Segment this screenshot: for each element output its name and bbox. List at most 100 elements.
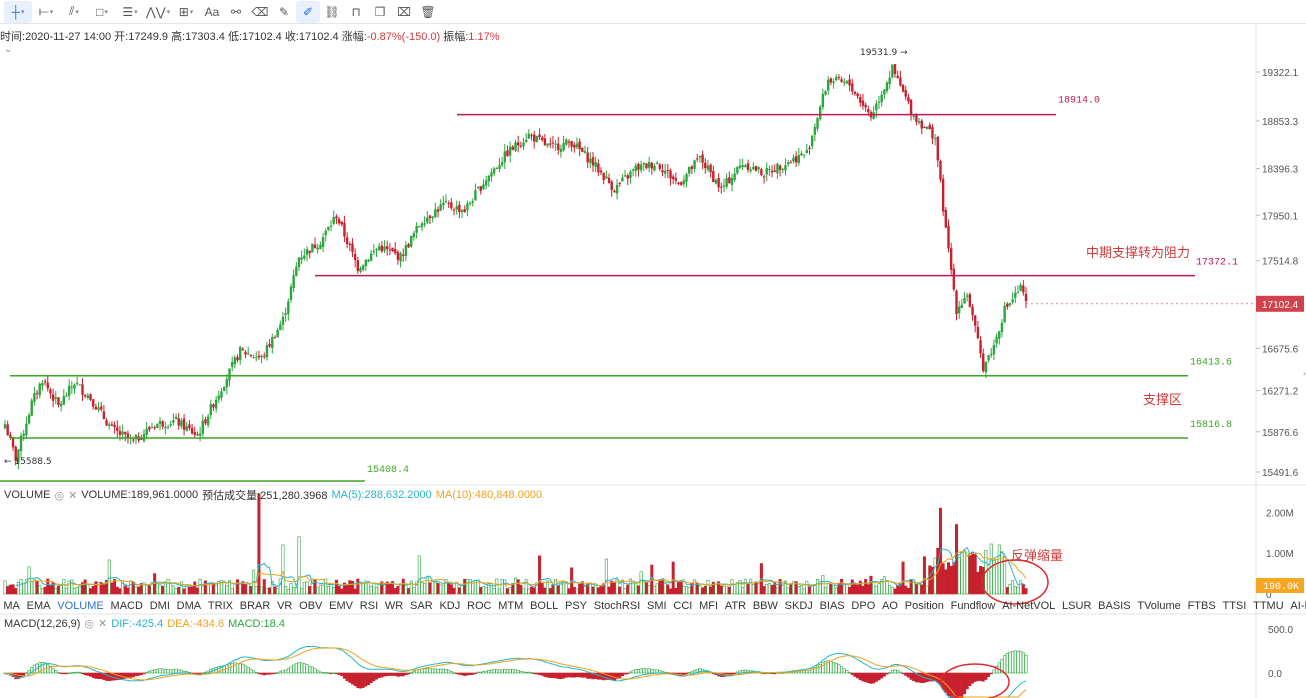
candle-body <box>920 120 923 129</box>
volume-bar <box>70 579 74 595</box>
close-icon[interactable]: ✕ <box>68 489 78 502</box>
tab-vr[interactable]: VR <box>277 600 293 612</box>
tab-basis[interactable]: BASIS <box>1098 600 1131 612</box>
macd-bar <box>431 668 435 674</box>
tab-lsur[interactable]: LSUR <box>1062 600 1092 612</box>
tab-dmi[interactable]: DMI <box>149 600 170 612</box>
tab-cci[interactable]: CCI <box>673 600 693 612</box>
candle-body <box>974 315 977 326</box>
candle-body <box>530 135 533 137</box>
macd-bar <box>70 672 74 674</box>
crosshair-tool[interactable]: ┼ ▾ <box>4 0 32 23</box>
volume-bar <box>968 554 972 595</box>
settings-icon[interactable]: ◎ <box>84 618 95 630</box>
macd-dea-line <box>4 647 1027 698</box>
macd-bar <box>353 672 357 687</box>
fibonacci-tool[interactable]: ⊞ ▾ <box>172 1 200 23</box>
volume-bar <box>639 571 643 595</box>
tab-sar[interactable]: SAR <box>410 600 433 612</box>
magnet-icon[interactable]: ⚯ <box>224 1 248 23</box>
text-tool[interactable]: Aa <box>200 1 224 23</box>
current-price-tag <box>1256 295 1304 312</box>
tab-atr[interactable]: ATR <box>724 600 747 612</box>
macd-bar <box>583 672 587 678</box>
tab-ttsi[interactable]: TTSI <box>1222 600 1247 612</box>
close-icon[interactable]: ✕ <box>98 618 108 630</box>
tab-dpo[interactable]: DPO <box>851 600 876 612</box>
candle-body <box>308 250 311 254</box>
tab-wr[interactable]: WR <box>384 600 404 612</box>
candle-body <box>821 93 825 108</box>
horizontal-ray-tool[interactable]: ⟝ ▾ <box>32 1 60 23</box>
tab-bbw[interactable]: BBW <box>752 600 778 612</box>
volume-bar <box>829 584 833 595</box>
tab-mfi[interactable]: MFI <box>699 600 719 612</box>
pencil-icon[interactable]: ✐ <box>296 0 320 23</box>
tab-ao[interactable]: AO <box>882 600 898 612</box>
tab-fundflow[interactable]: Fundflow <box>950 600 996 612</box>
tab-ttmu[interactable]: TTMU <box>1253 600 1284 612</box>
candle-body <box>559 148 563 153</box>
tab-kdj[interactable]: KDJ <box>439 600 461 612</box>
macd-bar <box>730 672 734 675</box>
tab-obv[interactable]: OBV <box>299 600 323 612</box>
candle-body <box>674 178 678 181</box>
trend-line-tool[interactable]: ⫽ ▾ <box>60 1 88 23</box>
volume-bar <box>337 585 341 595</box>
tab-psy[interactable]: PSY <box>564 600 587 612</box>
tab-mtm[interactable]: MTM <box>498 600 524 612</box>
tab-ema[interactable]: EMA <box>26 600 51 612</box>
rectangle-tool[interactable]: □ ▾ <box>88 1 116 23</box>
candle-body <box>201 420 204 434</box>
tab-roc[interactable]: ROC <box>467 600 492 612</box>
volume-bar <box>749 578 753 595</box>
macd-bar <box>340 672 344 677</box>
volume-bar <box>816 579 820 595</box>
lock-icon[interactable]: ⊓ <box>344 1 368 23</box>
tab-boll[interactable]: BOLL <box>530 600 559 612</box>
tab-ftbs[interactable]: FTBS <box>1187 600 1216 612</box>
tab-bias[interactable]: BIAS <box>819 600 845 612</box>
eraser-icon[interactable]: ⌫ <box>248 1 272 23</box>
macd-bar <box>562 672 566 679</box>
tab-volume[interactable]: VOLUME <box>57 600 104 612</box>
delete-icon[interactable]: 🗑 <box>416 1 440 23</box>
hide-icon[interactable]: ⌧ <box>392 1 416 23</box>
volume-bar <box>856 584 860 595</box>
candle-body <box>947 225 950 249</box>
volume-bar <box>848 586 852 595</box>
copy-icon[interactable]: ❐ <box>368 1 392 23</box>
tab-skdj[interactable]: SKDJ <box>784 600 813 612</box>
tab-ma[interactable]: MA <box>3 600 20 612</box>
candle-body <box>917 121 921 123</box>
tab-smi[interactable]: SMI <box>647 600 667 612</box>
horizontal-ray-tool-glyph: ⟝ <box>38 4 49 18</box>
macd-bar <box>329 672 333 675</box>
wave-tool[interactable]: ⋀⋁ ▾ <box>144 1 172 23</box>
candle-body <box>236 357 239 361</box>
parallel-lines-tool[interactable]: ☰ ▾ <box>116 1 144 23</box>
tab-dma[interactable]: DMA <box>176 600 202 612</box>
volume-bar <box>492 588 496 595</box>
link-icon[interactable]: ⛓ <box>320 1 344 23</box>
candle-body <box>383 246 386 251</box>
ruler-icon[interactable]: ✎ <box>272 1 296 23</box>
tab-emv[interactable]: EMV <box>329 600 354 612</box>
tab-macd[interactable]: MACD <box>110 600 143 612</box>
settings-icon[interactable]: ◎ <box>54 489 65 502</box>
volume-bar <box>604 558 608 595</box>
tab-ai-netvol[interactable]: AI-NetVOL <box>1002 600 1056 612</box>
tab-rsi[interactable]: RSI <box>359 600 379 612</box>
expand-right-icon[interactable]: › <box>1303 368 1306 378</box>
macd-bar <box>821 662 825 674</box>
volume-bar <box>1008 583 1012 595</box>
tab-stochrsi[interactable]: StochRSI <box>593 600 641 612</box>
collapse-chevron-icon[interactable]: ⌄ <box>4 44 13 55</box>
tab-trix[interactable]: TRIX <box>207 600 233 612</box>
tab-position[interactable]: Position <box>904 600 944 612</box>
tab-tvolume[interactable]: TVolume <box>1137 600 1181 612</box>
tab-brar[interactable]: BRAR <box>239 600 271 612</box>
volume-bar <box>762 586 766 595</box>
tab-ai-bsi[interactable]: AI-BSI <box>1290 600 1306 612</box>
